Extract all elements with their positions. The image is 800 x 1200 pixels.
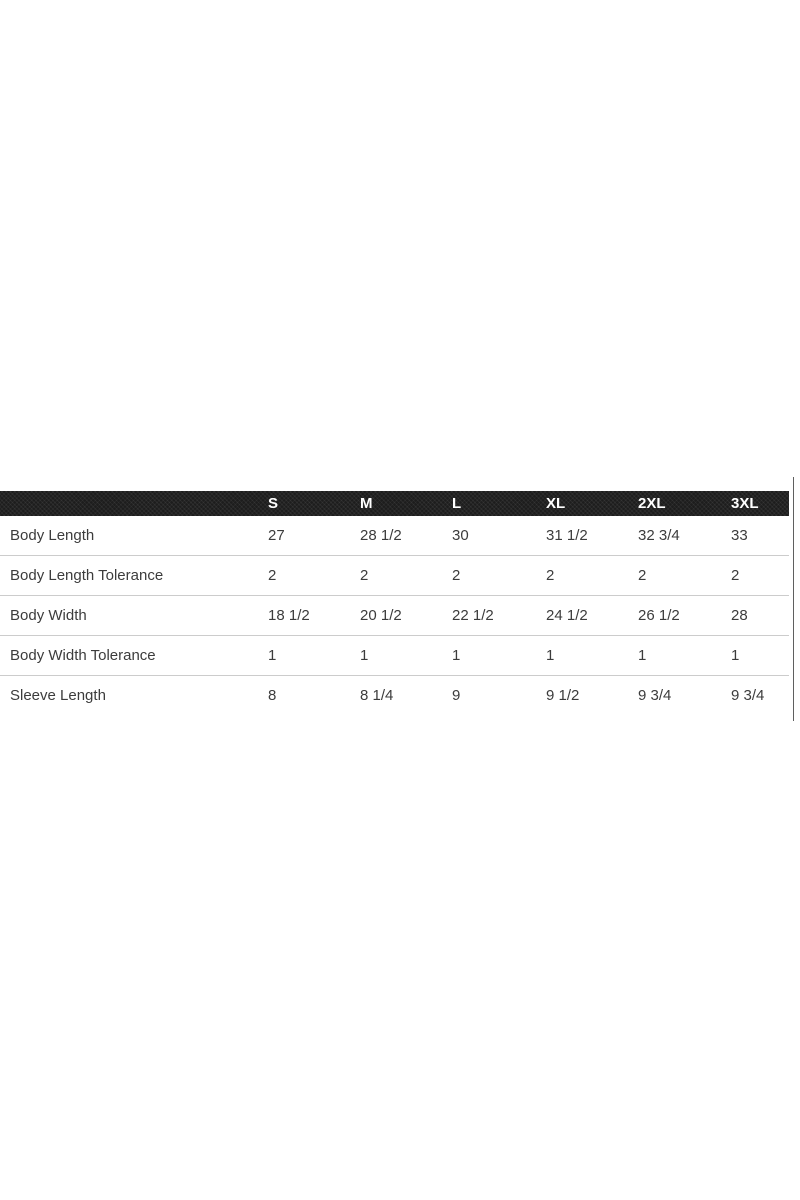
cell-value: 18 1/2 (258, 595, 350, 636)
cell-value: 33 (721, 516, 789, 556)
table-row-body-width: Body Width 18 1/2 20 1/2 22 1/2 24 1/2 2… (0, 595, 789, 636)
header-cell-size-xl: XL (546, 495, 566, 512)
cell-value: 2 (536, 555, 628, 596)
row-label: Body Length Tolerance (0, 555, 258, 596)
row-label: Body Length (0, 516, 258, 556)
cell-value: 9 3/4 (638, 687, 672, 704)
cell-value: 8 (268, 687, 277, 704)
header-cell-blank (0, 491, 258, 516)
container-right-border (793, 477, 794, 721)
cell-value: 2 (258, 555, 350, 596)
header-cell-size-2xl: 2XL (638, 495, 666, 512)
cell-value: 26 1/2 (628, 595, 721, 636)
cell-value: 9 1/2 (546, 687, 580, 704)
cell-value: 9 (452, 687, 461, 704)
cell-value: 2 (350, 555, 442, 596)
cell-value: 2 (442, 555, 536, 596)
cell-value: 2 (721, 555, 789, 596)
cell-value: 28 (721, 595, 789, 636)
cell-value: 1 (350, 635, 442, 676)
cell-value: 22 1/2 (442, 595, 536, 636)
header-cell-size-3xl: 3XL (731, 495, 759, 512)
cell-value: 1 (442, 635, 536, 676)
cell-value: 1 (628, 635, 721, 676)
cell-value: 28 1/2 (350, 516, 442, 556)
table-row-body-length: Body Length 27 28 1/2 30 31 1/2 32 3/4 3… (0, 516, 789, 556)
cell-value: 32 3/4 (628, 516, 721, 556)
size-chart-header-row: S M L XL 2XL 3XL (0, 491, 789, 516)
cell-value: 24 1/2 (536, 595, 628, 636)
cell-value: 27 (258, 516, 350, 556)
cell-value: 30 (442, 516, 536, 556)
cell-value: 1 (258, 635, 350, 676)
cell-value: 1 (721, 635, 789, 676)
row-label: Body Width Tolerance (0, 635, 258, 676)
table-row-body-length-tolerance: Body Length Tolerance 2 2 2 2 2 2 (0, 555, 789, 596)
table-row-sleeve-length: Sleeve Length 8 8 1/4 9 9 1/2 9 3/4 9 3/… (0, 676, 789, 716)
header-cell-size-m: M (360, 495, 373, 512)
row-label: Body Width (0, 595, 258, 636)
header-cell-size-l: L (452, 495, 462, 512)
table-row-body-width-tolerance: Body Width Tolerance 1 1 1 1 1 1 (0, 635, 789, 676)
header-cell-size-s: S (268, 495, 279, 512)
size-chart-table: S M L XL 2XL 3XL Body Length 27 28 1/2 3… (0, 491, 789, 715)
cell-value: 20 1/2 (350, 595, 442, 636)
cell-value: 8 1/4 (360, 687, 394, 704)
cell-value: 9 3/4 (731, 687, 765, 704)
cell-value: 1 (536, 635, 628, 676)
row-label: Sleeve Length (10, 687, 106, 704)
cell-value: 2 (628, 555, 721, 596)
cell-value: 31 1/2 (536, 516, 628, 556)
